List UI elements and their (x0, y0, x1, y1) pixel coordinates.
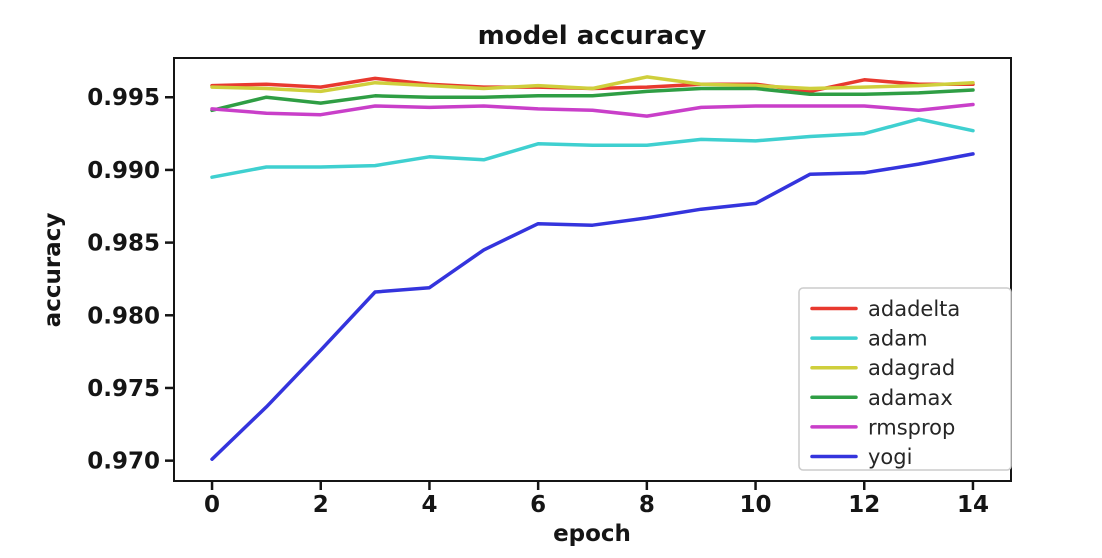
axis-ticks: 0.970 0.975 0.980 0.985 0.990 0.995 0 2 4 6 8 10 12 1… (87, 85, 989, 518)
x-axis-label: epoch (553, 521, 631, 547)
plot-frame (173, 57, 1012, 482)
legend-box (798, 287, 1012, 471)
legend-item-rmsprop: rmsprop (810, 415, 955, 439)
legend-label-yogi: yogi (868, 445, 912, 469)
y-tick-label: 0.975 (87, 376, 160, 402)
series-line-adam (210, 117, 975, 179)
legend-item-adadelta: adadelta (810, 297, 960, 321)
legend-item-adagrad: adagrad (810, 356, 955, 380)
chart-title: model accuracy (478, 21, 707, 51)
series-line-adagrad (210, 75, 975, 94)
y-tick-label: 0.985 (87, 231, 160, 257)
legend-label-adadelta: adadelta (868, 297, 960, 321)
legend-label-adam: adam (868, 327, 928, 351)
x-tick-label: 2 (313, 492, 329, 518)
y-tick-label: 0.995 (87, 85, 160, 111)
legend-label-adagrad: adagrad (868, 356, 955, 380)
x-tick-label: 0 (204, 492, 220, 518)
y-tick-label: 0.980 (87, 303, 160, 329)
x-tick-label: 4 (421, 492, 437, 518)
x-tick-label: 8 (639, 492, 655, 518)
plot-border (173, 57, 1012, 482)
x-tick-label: 14 (957, 492, 989, 518)
series-lines (210, 75, 975, 461)
y-axis-label: accuracy (40, 213, 66, 328)
x-tick-label: 10 (740, 492, 772, 518)
series-line-yogi (210, 152, 975, 461)
x-tick-label: 6 (530, 492, 546, 518)
legend-item-adamax: adamax (810, 386, 953, 410)
legend-label-adamax: adamax (868, 386, 953, 410)
legend: adadelta adam adagrad adamax rmsprop yogi (798, 287, 1012, 471)
legend-item-adam: adam (810, 327, 928, 351)
legend-label-rmsprop: rmsprop (868, 415, 955, 439)
legend-item-yogi: yogi (810, 445, 912, 469)
x-tick-label: 12 (848, 492, 880, 518)
y-tick-label: 0.970 (87, 449, 160, 475)
y-tick-label: 0.990 (87, 158, 160, 184)
series-line-adamax (210, 86, 975, 113)
series-line-rmsprop (210, 102, 975, 118)
